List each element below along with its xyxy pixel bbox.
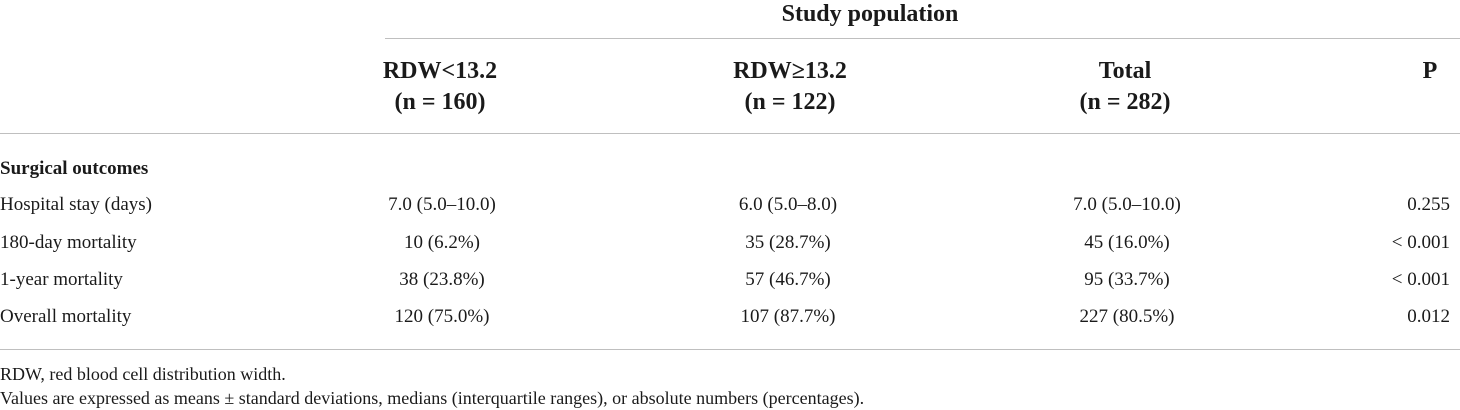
section-label: Surgical outcomes [0,158,149,179]
cell-1-year-mortality-total: 95 (33.7%) [1084,269,1170,290]
cell-overall-mortality-p: 0.012 [1407,306,1450,327]
cell-180-day-mortality-total: 45 (16.0%) [1084,232,1170,253]
cell-hospital-stay-total: 7.0 (5.0–10.0) [1073,194,1181,215]
column-header-high-rdw-n: (n = 122) [744,89,836,115]
group-header: Study population [781,1,959,27]
column-header-low-rdw-n: (n = 160) [394,89,486,115]
cell-hospital-stay-high: 6.0 (5.0–8.0) [738,194,838,215]
group-header-rule [385,38,1460,39]
cell-1-year-mortality-low: 38 (23.8%) [399,269,485,290]
column-header-high-rdw-label: RDW≥13.2 [733,58,847,84]
cell-1-year-mortality-p: < 0.001 [1391,269,1450,290]
column-header-total-n: (n = 282) [1079,89,1171,115]
table-bottom-rule [0,349,1460,350]
cell-180-day-mortality-high: 35 (28.7%) [745,232,831,253]
column-header-total-label: Total [1098,58,1152,84]
cell-180-day-mortality-p: < 0.001 [1391,232,1450,253]
footnote-abbreviation: RDW, red blood cell distribution width. [0,364,286,384]
cell-180-day-mortality-low: 10 (6.2%) [404,232,480,253]
row-label-180-day-mortality: 180-day mortality [0,232,137,253]
cell-hospital-stay-p: 0.255 [1407,194,1450,215]
column-header-low-rdw-label: RDW<13.2 [382,58,498,84]
row-label-overall-mortality: Overall mortality [0,306,132,327]
footnote-values: Values are expressed as means ± standard… [0,388,865,408]
column-header-p: P [1422,58,1438,84]
cell-1-year-mortality-high: 57 (46.7%) [745,269,831,290]
cell-overall-mortality-low: 120 (75.0%) [394,306,490,327]
cell-overall-mortality-high: 107 (87.7%) [740,306,836,327]
cell-hospital-stay-low: 7.0 (5.0–10.0) [388,194,496,215]
cell-overall-mortality-total: 227 (80.5%) [1079,306,1175,327]
header-bottom-rule [0,133,1460,134]
row-label-1-year-mortality: 1-year mortality [0,269,123,290]
row-label-hospital-stay: Hospital stay (days) [0,194,152,215]
